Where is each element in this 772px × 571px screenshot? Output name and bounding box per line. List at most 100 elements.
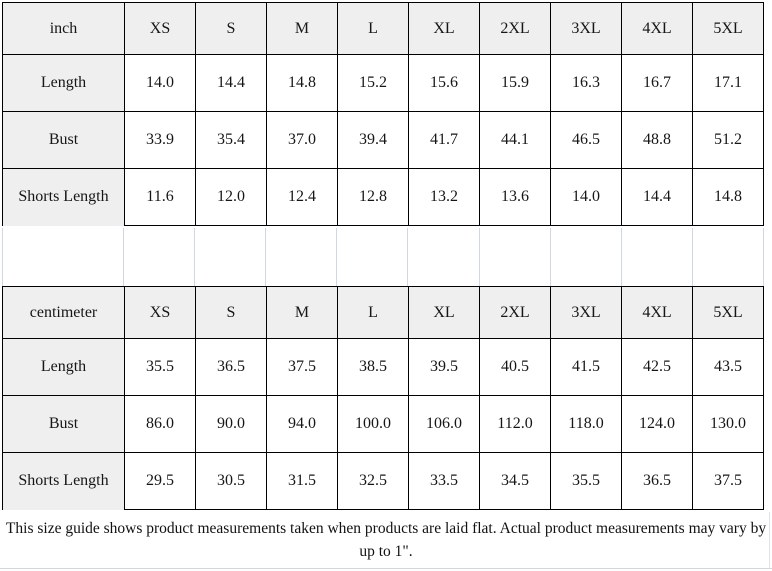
size-header-cell: S xyxy=(195,2,267,55)
size-header-cell: M xyxy=(266,286,338,339)
measurement-cell: 16.3 xyxy=(550,54,622,112)
measurement-cell: 39.5 xyxy=(408,338,480,396)
measurement-cell: 42.5 xyxy=(621,338,693,396)
measurement-cell: 12.8 xyxy=(337,168,409,226)
measurement-cell: 15.9 xyxy=(479,54,551,112)
size-header-cell: 5XL xyxy=(692,286,764,339)
measurement-cell: 51.2 xyxy=(692,111,764,169)
measurement-cell: 13.6 xyxy=(479,168,551,226)
measurement-cell: 106.0 xyxy=(408,395,480,453)
measurement-cell: 118.0 xyxy=(550,395,622,453)
measurement-cell: 15.2 xyxy=(337,54,409,112)
size-header-cell: 4XL xyxy=(621,2,693,55)
measurement-cell: 33.5 xyxy=(408,452,480,510)
measurement-cell: 17.1 xyxy=(692,54,764,112)
spreadsheet-gap-gridlines xyxy=(2,228,764,286)
gridline-cell xyxy=(124,228,196,286)
measurement-cell: 48.8 xyxy=(621,111,693,169)
size-guide-note: This size guide shows product measuremen… xyxy=(5,520,767,560)
table-row: Length 14.0 14.4 14.8 15.2 15.6 15.9 16.3 16.7 17… xyxy=(2,54,764,112)
measurement-cell: 16.7 xyxy=(621,54,693,112)
row-label: Bust xyxy=(2,395,125,453)
size-header-cell: 4XL xyxy=(621,286,693,339)
measurement-cell: 14.0 xyxy=(124,54,196,112)
gridline-cell xyxy=(408,228,480,286)
gridline-cell xyxy=(195,228,267,286)
measurement-cell: 44.1 xyxy=(479,111,551,169)
measurement-cell: 12.4 xyxy=(266,168,338,226)
measurement-cell: 31.5 xyxy=(266,452,338,510)
size-header-cell: XL xyxy=(408,286,480,339)
measurement-cell: 33.9 xyxy=(124,111,196,169)
gridline-cell xyxy=(480,228,551,286)
size-header-cell: XL xyxy=(408,2,480,55)
measurement-cell: 100.0 xyxy=(337,395,409,453)
row-label: Length xyxy=(2,54,125,112)
measurement-cell: 94.0 xyxy=(266,395,338,453)
size-header-cell: S xyxy=(195,286,267,339)
measurement-cell: 40.5 xyxy=(479,338,551,396)
row-label: Shorts Length xyxy=(2,452,125,510)
unit-label: inch xyxy=(2,2,125,55)
row-label: Shorts Length xyxy=(2,168,125,226)
table-row: Bust 86.0 90.0 94.0 100.0 106.0 112.0 118.0 124.… xyxy=(2,395,764,453)
table-row: Length 35.5 36.5 37.5 38.5 39.5 40.5 41.5 42.5 43… xyxy=(2,338,764,396)
measurement-cell: 35.4 xyxy=(195,111,267,169)
measurement-cell: 15.6 xyxy=(408,54,480,112)
size-header-cell: 3XL xyxy=(550,286,622,339)
header-row: inch XS S M L XL 2XL 3XL 4XL 5XL xyxy=(2,2,764,55)
gridline-cell xyxy=(2,228,124,286)
size-header-cell: L xyxy=(337,2,409,55)
measurement-cell: 32.5 xyxy=(337,452,409,510)
measurement-cell: 90.0 xyxy=(195,395,267,453)
right-gridline xyxy=(769,512,770,568)
measurement-cell: 14.4 xyxy=(195,54,267,112)
unit-label: centimeter xyxy=(2,286,125,339)
measurement-cell: 30.5 xyxy=(195,452,267,510)
bottom-gridline xyxy=(0,568,772,569)
measurement-cell: 13.2 xyxy=(408,168,480,226)
size-header-cell: 5XL xyxy=(692,2,764,55)
measurement-cell: 37.5 xyxy=(692,452,764,510)
measurement-cell: 37.0 xyxy=(266,111,338,169)
gridline-cell xyxy=(622,228,693,286)
table-row: Shorts Length 11.6 12.0 12.4 12.8 13.2 13.6 14.… xyxy=(2,168,764,226)
measurement-cell: 34.5 xyxy=(479,452,551,510)
measurement-cell: 36.5 xyxy=(195,338,267,396)
measurement-cell: 14.4 xyxy=(621,168,693,226)
size-header-cell: L xyxy=(337,286,409,339)
measurement-cell: 112.0 xyxy=(479,395,551,453)
measurement-cell: 12.0 xyxy=(195,168,267,226)
measurement-cell: 41.5 xyxy=(550,338,622,396)
measurement-cell: 86.0 xyxy=(124,395,196,453)
measurement-cell: 43.5 xyxy=(692,338,764,396)
measurement-cell: 36.5 xyxy=(621,452,693,510)
gridline-cell xyxy=(266,228,338,286)
measurement-cell: 46.5 xyxy=(550,111,622,169)
measurement-cell: 39.4 xyxy=(337,111,409,169)
measurement-cell: 124.0 xyxy=(621,395,693,453)
measurement-cell: 41.7 xyxy=(408,111,480,169)
size-header-cell: XS xyxy=(124,286,196,339)
measurement-cell: 14.8 xyxy=(692,168,764,226)
size-header-cell: 2XL xyxy=(479,2,551,55)
measurement-cell: 11.6 xyxy=(124,168,196,226)
gridline-cell xyxy=(693,228,764,286)
size-header-cell: XS xyxy=(124,2,196,55)
size-header-cell: 3XL xyxy=(550,2,622,55)
measurement-cell: 29.5 xyxy=(124,452,196,510)
gridline-cell xyxy=(551,228,622,286)
size-table-inch: inch XS S M L XL 2XL 3XL 4XL 5XL Length 14.0 14.4 14.… xyxy=(2,2,764,226)
measurement-cell: 35.5 xyxy=(124,338,196,396)
gridline-cell xyxy=(337,228,409,286)
measurement-cell: 14.8 xyxy=(266,54,338,112)
header-row: centimeter XS S M L XL 2XL 3XL 4XL 5XL xyxy=(2,286,764,339)
measurement-cell: 37.5 xyxy=(266,338,338,396)
measurement-cell: 14.0 xyxy=(550,168,622,226)
table-row: Shorts Length 29.5 30.5 31.5 32.5 33.5 34.5 35.… xyxy=(2,452,764,510)
measurement-cell: 35.5 xyxy=(550,452,622,510)
size-header-cell: 2XL xyxy=(479,286,551,339)
measurement-cell: 130.0 xyxy=(692,395,764,453)
size-header-cell: M xyxy=(266,2,338,55)
